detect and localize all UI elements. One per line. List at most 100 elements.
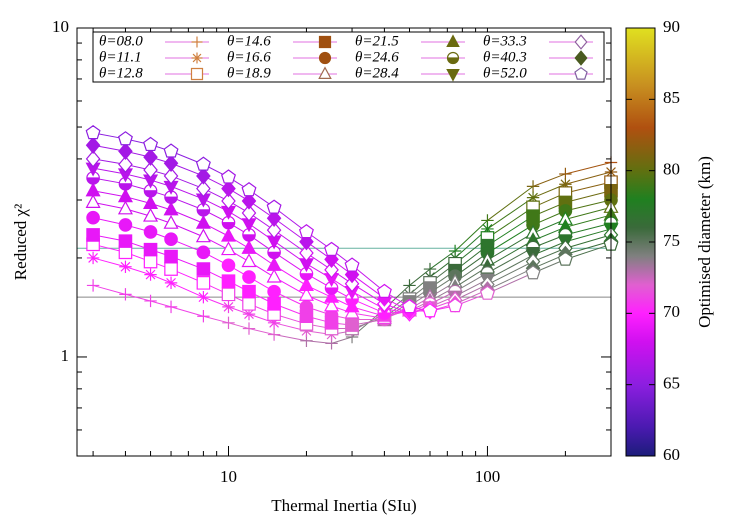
marker	[117, 188, 133, 203]
marker-shape	[479, 285, 495, 300]
series-segment	[565, 171, 612, 185]
marker	[85, 182, 101, 197]
marker	[163, 201, 179, 216]
marker	[164, 232, 178, 247]
marker	[242, 284, 256, 299]
marker-shape	[163, 214, 179, 229]
series-segment	[125, 266, 151, 276]
marker-shape	[86, 279, 100, 292]
marker-shape	[221, 287, 236, 302]
marker	[526, 180, 540, 193]
marker-shape	[85, 194, 101, 208]
colorbar-tick-label: 75	[663, 231, 680, 250]
marker	[266, 256, 282, 271]
marker	[196, 245, 211, 260]
marker-shape	[85, 124, 101, 140]
legend-label: θ=21.5	[355, 33, 399, 49]
marker	[143, 242, 158, 257]
marker-shape	[241, 239, 257, 254]
marker-shape	[118, 234, 133, 248]
marker	[481, 222, 494, 236]
series-segment	[409, 268, 431, 286]
marker	[241, 182, 257, 197]
marker	[117, 200, 133, 215]
series-segment	[565, 162, 612, 175]
marker	[241, 192, 257, 210]
series-segment	[487, 272, 534, 294]
marker	[242, 228, 256, 242]
marker-shape	[195, 228, 211, 243]
marker-shape	[402, 298, 417, 314]
marker-shape	[143, 148, 158, 166]
marker	[574, 34, 588, 50]
marker	[299, 300, 314, 314]
marker-shape	[526, 180, 540, 193]
marker	[324, 261, 339, 279]
marker-shape	[267, 284, 281, 299]
marker	[241, 239, 257, 254]
marker	[118, 177, 133, 191]
marker-shape	[241, 253, 257, 268]
marker	[241, 204, 257, 222]
marker-half	[325, 288, 338, 295]
series-segment	[565, 190, 612, 203]
marker	[143, 183, 158, 198]
marker	[574, 66, 588, 80]
marker-shape	[164, 262, 178, 276]
series-segment	[203, 296, 229, 308]
marker	[143, 148, 158, 166]
marker	[164, 276, 178, 290]
marker	[446, 51, 460, 65]
marker-shape	[143, 161, 158, 179]
marker-shape	[299, 300, 314, 314]
marker-shape	[267, 328, 281, 341]
series-segment	[565, 243, 612, 260]
marker-shape	[163, 201, 179, 216]
marker-shape	[164, 276, 178, 290]
marker-half	[144, 190, 157, 197]
marker	[196, 203, 211, 217]
marker-shape	[118, 218, 133, 232]
marker-shape	[344, 275, 360, 293]
marker	[324, 241, 340, 256]
marker-shape	[164, 232, 178, 247]
marker	[324, 288, 340, 303]
marker-half	[222, 222, 235, 229]
marker-shape	[298, 224, 314, 239]
marker-shape	[299, 244, 314, 262]
marker-shape	[164, 249, 178, 264]
x-tick-label: 10	[220, 467, 237, 486]
series-segment	[487, 224, 534, 254]
marker	[164, 300, 178, 314]
marker-shape	[481, 222, 494, 236]
marker-shape	[86, 210, 100, 225]
marker-shape	[221, 169, 236, 184]
marker	[299, 266, 314, 281]
marker-shape	[85, 136, 101, 154]
series-segment	[351, 283, 385, 305]
colorbar-tick-label: 60	[663, 445, 680, 464]
marker	[85, 194, 101, 208]
marker	[446, 69, 460, 82]
marker-shape	[574, 50, 588, 66]
series-segment	[487, 247, 534, 274]
marker	[143, 136, 159, 152]
marker-shape	[266, 256, 282, 271]
marker	[300, 324, 313, 338]
legend-label: θ=11.1	[99, 49, 142, 65]
series-segment	[351, 264, 385, 293]
marker-shape	[143, 254, 158, 269]
marker-shape	[220, 227, 237, 242]
marker	[318, 35, 332, 49]
marker	[242, 307, 256, 321]
marker	[85, 136, 101, 154]
marker-shape	[376, 283, 392, 298]
marker-shape	[241, 192, 257, 210]
marker-shape	[191, 36, 203, 48]
marker	[191, 36, 203, 48]
marker	[197, 290, 210, 304]
marker-shape	[196, 167, 211, 185]
marker	[196, 179, 211, 198]
marker-shape	[196, 276, 211, 290]
